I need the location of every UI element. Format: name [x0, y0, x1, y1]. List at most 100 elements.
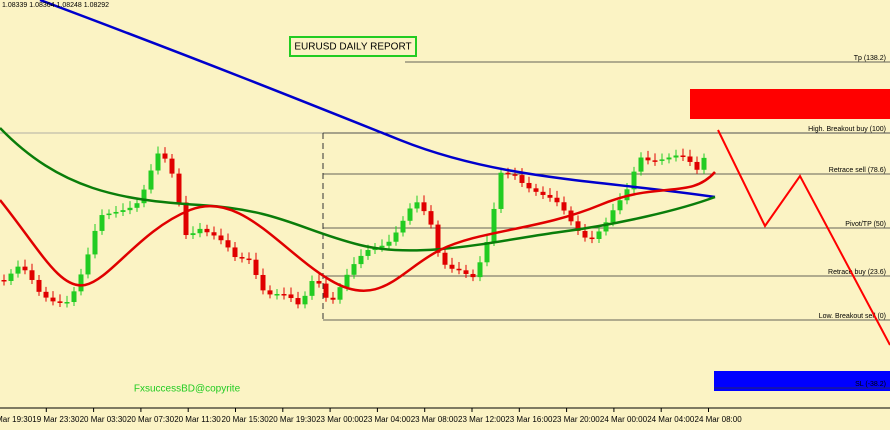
candle-body — [204, 228, 210, 233]
candle-body — [155, 153, 161, 171]
time-label: 24 Mar 04:00 — [647, 415, 695, 424]
candle-body — [288, 294, 294, 299]
candle-body — [50, 297, 56, 302]
candle-body — [78, 274, 84, 292]
candle-body — [638, 157, 644, 172]
time-label: 20 Mar 19:30 — [269, 415, 317, 424]
candle-body — [337, 287, 343, 300]
candle-body — [673, 155, 679, 158]
title-box — [289, 36, 417, 57]
time-label: 20 Mar 03:30 — [80, 415, 128, 424]
candle-body — [316, 281, 322, 284]
candle-body — [281, 294, 287, 296]
candle-body — [645, 157, 651, 161]
candle-body — [127, 207, 133, 211]
ma-mid — [0, 127, 716, 252]
candle-body — [113, 211, 119, 214]
level-label: High. Breakout buy (100) — [808, 126, 886, 133]
candle-body — [323, 283, 329, 298]
candle-body — [239, 257, 245, 259]
candle-body — [71, 291, 77, 303]
forecast-arrow — [717, 129, 890, 346]
candle-body — [701, 157, 707, 170]
candle-body — [197, 228, 203, 234]
ohlc: 1.08339 1.08364 1.08248 1.08292 — [2, 2, 109, 9]
candle-body — [400, 220, 406, 233]
candle-body — [302, 295, 308, 305]
candle-body — [232, 247, 238, 258]
candle-body — [29, 270, 35, 280]
level-label: Retrace buy (23.6) — [828, 269, 886, 276]
candle-body — [554, 197, 560, 203]
candle-body — [659, 159, 665, 161]
candle-body — [253, 259, 259, 275]
candle-body — [57, 301, 63, 303]
candle-body — [141, 189, 147, 204]
candle-body — [680, 155, 686, 157]
ma-slow — [39, 0, 716, 199]
candle-body — [386, 241, 392, 246]
candle-body — [666, 157, 672, 160]
candle-body — [596, 231, 602, 239]
candle-body — [561, 202, 567, 211]
candle-body — [631, 171, 637, 190]
candle-body — [246, 258, 252, 261]
candle-body — [477, 262, 483, 278]
candle-body — [505, 172, 511, 175]
candle-body — [274, 294, 280, 296]
candle-body — [575, 221, 581, 231]
candle-body — [463, 270, 469, 274]
candle-body — [43, 291, 49, 298]
candle-body — [435, 224, 441, 253]
candle-body — [260, 274, 266, 291]
candle-body — [582, 230, 588, 238]
level-label: Tp (138.2) — [854, 55, 886, 62]
candle-body — [36, 279, 42, 292]
title: EURUSD DAILY REPORT — [294, 42, 411, 53]
candle-body — [428, 211, 434, 225]
candle-body — [358, 255, 364, 265]
candle-body — [603, 222, 609, 232]
candle-body — [414, 202, 420, 209]
time-label: 23 Mar 04:00 — [363, 415, 411, 424]
candle-body — [99, 215, 105, 231]
time-label: 23 Mar 12:00 — [458, 415, 506, 424]
candle-body — [365, 250, 371, 256]
candle-body — [106, 213, 112, 216]
candle-body — [407, 208, 413, 221]
candle-body — [176, 173, 182, 203]
candle-body — [64, 302, 70, 304]
time-label: 20 Mar 07:30 — [127, 415, 175, 424]
candle-body — [330, 297, 336, 300]
candle-body — [295, 298, 301, 305]
candle-body — [8, 273, 14, 281]
candle-body — [267, 290, 273, 295]
time-label: 24 Mar 00:00 — [600, 415, 648, 424]
candle-body — [470, 273, 476, 278]
candle-body — [617, 200, 623, 211]
candle-body — [589, 237, 595, 240]
candle-body — [344, 274, 350, 288]
time-label: 20 Mar 15:30 — [222, 415, 270, 424]
candle-body — [449, 264, 455, 269]
time-label: 23 Mar 20:00 — [553, 415, 601, 424]
candle-body — [351, 264, 357, 275]
candle-body — [92, 230, 98, 255]
candle-body — [393, 232, 399, 242]
level-label: Pivot/TP (50) — [845, 221, 886, 228]
watermark: FxsuccessBD@copyrite — [134, 384, 241, 395]
candle-body — [547, 194, 553, 198]
sell-zone — [690, 89, 890, 119]
candle-body — [498, 172, 504, 209]
candle-body — [309, 281, 315, 296]
candle-body — [22, 266, 28, 271]
candle-body — [456, 268, 462, 271]
buy-zone — [714, 371, 890, 391]
candle-body — [421, 202, 427, 212]
level-label: SL (-38.2) — [855, 381, 886, 388]
candle-body — [148, 170, 154, 190]
candle-body — [687, 156, 693, 162]
